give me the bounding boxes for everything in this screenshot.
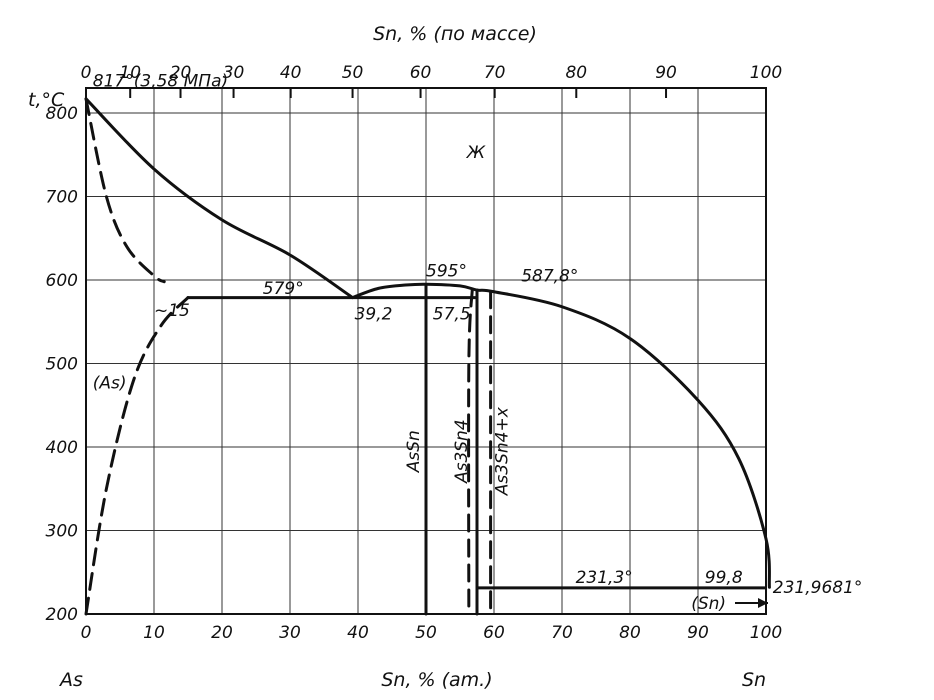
annotation-6: 39,2 <box>355 304 393 324</box>
x-axis-top-label: Sn, % (по массе) <box>373 23 537 45</box>
y-tick-label-5: 700 <box>46 188 78 208</box>
annotations: 817°(3,58 МПа) Ж 595° 587,8° 579° ~15 39,2 57,5… <box>93 71 863 614</box>
annotation-12: 231,3° <box>576 568 633 588</box>
x-tick-label-2: 20 <box>211 623 233 643</box>
annotation-13: 99,8 <box>705 568 743 588</box>
curve-0 <box>84 97 355 300</box>
y-tick-label-2: 400 <box>46 438 78 458</box>
y-tick-label-4: 600 <box>46 271 78 291</box>
top-tick-label-7: 70 <box>484 63 506 83</box>
x-tick-label-5: 50 <box>415 623 437 643</box>
annotation-10: As3Sn4 <box>452 419 472 484</box>
x-axis-bottom-label: Sn, % (am.) <box>381 669 492 691</box>
x-tick-label-6: 60 <box>483 623 505 643</box>
annotation-8: (As) <box>93 374 127 394</box>
annotation-0: 817°(3,58 МПа) <box>93 71 228 91</box>
x-tick-label-10: 100 <box>750 623 782 643</box>
y-tick-label-6: 800 <box>46 104 78 124</box>
y-tick-label-0: 200 <box>46 605 78 625</box>
annotation-5: ~15 <box>154 301 190 321</box>
curve-7 <box>84 296 190 616</box>
annotation-14: 231,9681° <box>773 578 863 598</box>
tick-labels: 0 10 20 30 40 50 60 70 80 90 100200300400500600700… <box>46 63 783 643</box>
annotation-11: As3Sn4+x <box>493 406 513 496</box>
curve-6 <box>84 97 166 284</box>
top-tick-label-6: 60 <box>410 63 432 83</box>
axis-labels: Sn, % (по массе) t,°C Sn, % (am.) As Sn <box>28 23 766 691</box>
top-tick-label-2: 20 <box>170 63 192 83</box>
x-tick-label-4: 40 <box>347 623 369 643</box>
y-axis-label: t,°C <box>28 89 65 111</box>
curve-1 <box>351 282 771 589</box>
sn-arrow <box>735 598 768 608</box>
y-tick-label-1: 300 <box>46 522 78 542</box>
annotation-2: 595° <box>426 262 467 282</box>
x-tick-label-1: 10 <box>143 623 165 643</box>
left-component-label: As <box>58 669 83 691</box>
top-tick-label-0: 0 <box>81 63 92 83</box>
plot-frame <box>85 87 767 615</box>
top-tick-label-8: 80 <box>565 63 587 83</box>
x-tick-label-9: 90 <box>687 623 709 643</box>
top-tick-label-1: 10 <box>119 63 141 83</box>
top-tick-label-9: 90 <box>655 63 677 83</box>
x-tick-label-7: 70 <box>551 623 573 643</box>
right-component-label: Sn <box>742 669 766 691</box>
annotation-4: 579° <box>263 279 304 299</box>
x-tick-label-3: 30 <box>279 623 301 643</box>
top-tick-label-5: 50 <box>342 63 364 83</box>
top-tick-label-3: 30 <box>223 63 245 83</box>
x-tick-label-8: 80 <box>619 623 641 643</box>
phase-curves <box>84 97 771 616</box>
curve-8 <box>467 288 474 616</box>
top-tick-label-10: 100 <box>750 63 782 83</box>
y-tick-label-3: 500 <box>46 355 78 375</box>
annotation-1: Ж <box>466 143 486 163</box>
annotation-7: 57,5 <box>433 304 471 324</box>
annotation-9: AsSn <box>404 430 424 473</box>
annotation-15: (Sn) <box>691 594 726 614</box>
top-tick-label-4: 40 <box>280 63 302 83</box>
x-tick-label-0: 0 <box>81 623 92 643</box>
annotation-3: 587,8° <box>521 267 578 287</box>
